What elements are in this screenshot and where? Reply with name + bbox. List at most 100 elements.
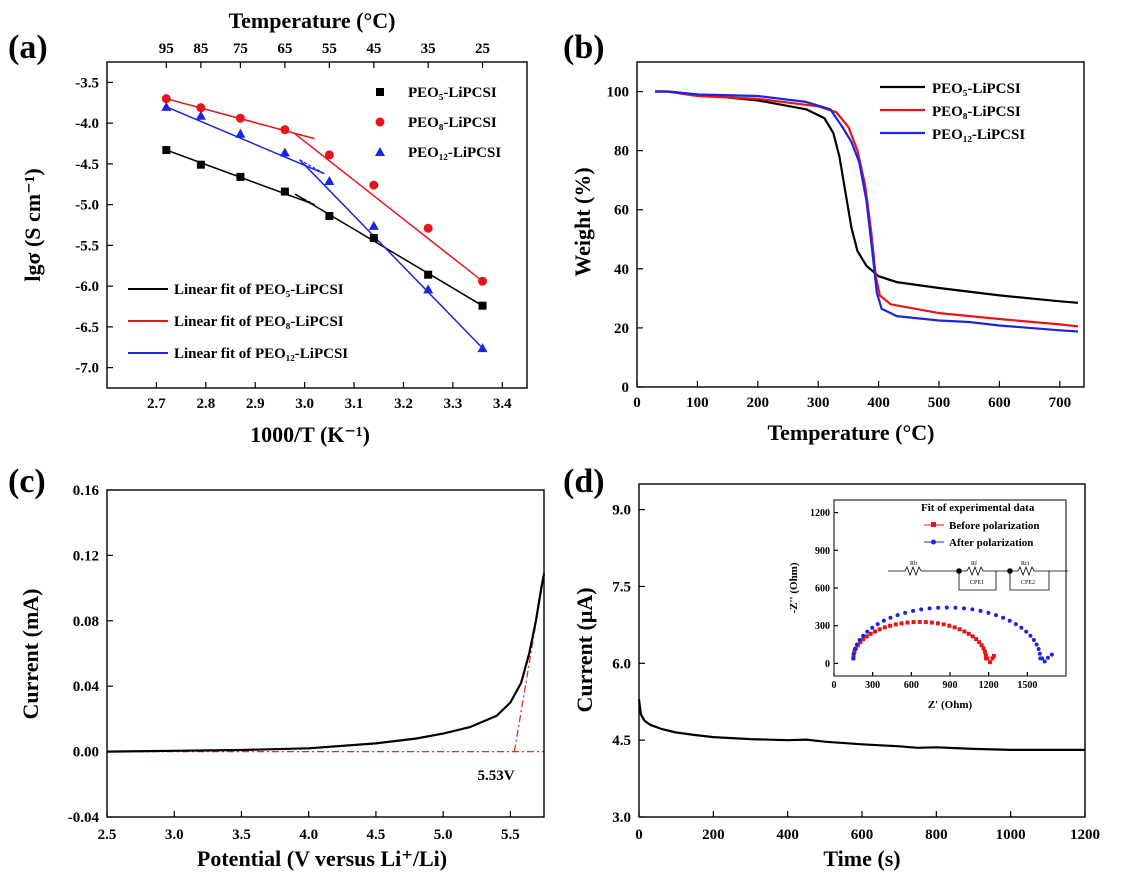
top-tick-label-95: 95 — [159, 41, 174, 57]
inset-y-axis-title: -Z'' (Ohm) — [788, 562, 800, 613]
inset-point-s0-25 — [962, 629, 967, 634]
inset-point-s0-21 — [941, 622, 946, 627]
inset-legend-label-before: Before polarization — [949, 520, 1040, 532]
panel-d: (d) 0 200 400 600 800 1000 1200 3.0 4.5 6.0 7.5 9.… — [563, 463, 1100, 871]
inset-point-s1-8 — [875, 622, 880, 627]
legend-a-marker-peo5 — [376, 88, 384, 96]
point-s1-0 — [161, 94, 171, 104]
tga-line-2 — [655, 90, 1079, 333]
inset-legend-label-after: After polarization — [949, 537, 1033, 549]
inset-x-tick-label-1500: 1500 — [1017, 680, 1037, 691]
inset-tail-s0-0 — [985, 656, 990, 661]
y-tick-label-60: 60 — [614, 203, 629, 219]
inset-point-s1-16 — [936, 605, 941, 610]
y-tick-label--4.5: -4.5 — [75, 157, 99, 173]
top-tick-label-75: 75 — [233, 41, 248, 57]
point-s2-5 — [368, 220, 379, 230]
circuit-resistor-rct — [1017, 565, 1035, 577]
inset-y-tick-label-900: 900 — [815, 546, 830, 557]
x-tick-label-600: 600 — [851, 827, 874, 843]
inset-point-s0-29 — [977, 640, 982, 645]
point-s1-1 — [196, 103, 206, 113]
inset-point-s1-11 — [895, 613, 900, 618]
inset-point-s0-14 — [899, 621, 904, 626]
y-tick-label-40: 40 — [614, 262, 629, 278]
inset-point-s0-16 — [911, 620, 916, 625]
inset-point-s1-14 — [919, 607, 924, 612]
circuit-cpe1-branch — [958, 571, 997, 591]
inset-tail-s0-3 — [991, 653, 996, 658]
inset-plot-frame — [833, 499, 1067, 677]
y-tick-label--5.5: -5.5 — [75, 238, 99, 254]
y-tick-label-0.04: 0.04 — [73, 679, 100, 695]
x-tick-label-4.5: 4.5 — [367, 827, 386, 843]
x-tick-label-2.5: 2.5 — [98, 827, 117, 843]
panel-a-legend: PEO₅-LiPCSI PEO₈-LiPCSI PEO₁₂-LiPCSI — [375, 85, 501, 161]
inset-point-s1-25 — [1007, 618, 1012, 623]
panel-c-y-ticks: -0.04 0.00 0.04 0.08 0.12 0.16 — [68, 483, 113, 826]
inset-point-s0-6 — [861, 637, 866, 642]
legend-b-label-peo12: PEO₁₂-LiPCSI — [932, 127, 1025, 143]
panel-label-c: (c) — [8, 463, 46, 500]
circuit-cpe2-branch — [1009, 571, 1050, 591]
point-s2-6 — [423, 284, 434, 294]
top-tick-label-85: 85 — [193, 41, 208, 57]
inset-point-s1-31 — [1034, 642, 1039, 647]
panel-a-y-axis-title: lgσ (S cm⁻¹) — [20, 168, 45, 281]
top-tick-label-25: 25 — [475, 41, 490, 57]
inset-point-s1-32 — [1036, 647, 1041, 652]
inset-point-s1-2 — [852, 647, 857, 652]
x-tick-label-3.0: 3.0 — [295, 396, 314, 412]
x-tick-label-3.1: 3.1 — [345, 396, 364, 412]
inset-point-s0-24 — [957, 627, 962, 632]
point-s1-4 — [324, 150, 334, 160]
y-tick-label--6.5: -6.5 — [75, 320, 99, 336]
inset-point-s0-26 — [966, 631, 971, 636]
point-s1-7 — [478, 276, 488, 286]
inset-point-s0-5 — [858, 640, 863, 645]
point-s2-4 — [324, 175, 335, 185]
inset-point-s1-15 — [927, 606, 932, 611]
inset-point-s1-28 — [1024, 629, 1029, 634]
y-tick-label--7.0: -7.0 — [75, 361, 99, 377]
panel-a-fit-legend: Linear fit of PEO₅-LiPCSI Linear fit of … — [128, 282, 348, 362]
y-tick-label--0.04: -0.04 — [68, 810, 100, 826]
y-tick-label-0.00: 0.00 — [73, 745, 99, 761]
inset-point-s0-2 — [852, 649, 857, 654]
point-s0-6 — [424, 270, 433, 279]
inset-point-s1-7 — [870, 625, 875, 630]
panel-a: (a) Temperature (°C) 95 85 75 65 55 45 35 25 2.… — [8, 8, 528, 447]
circuit-gap-rf — [967, 567, 983, 575]
point-s1-2 — [235, 113, 245, 123]
inset-x-tick-label-900: 900 — [943, 680, 958, 691]
inset-x-tick-label-0: 0 — [832, 680, 837, 691]
inset-point-s0-30 — [979, 643, 984, 648]
panel-c-series-lines — [106, 573, 546, 753]
panel-b-series-lines — [655, 90, 1079, 333]
inset-point-s1-33 — [1037, 651, 1042, 656]
point-s1-3 — [280, 125, 290, 135]
x-tick-label-3.0: 3.0 — [165, 827, 184, 843]
panel-c-onset-annotation: 5.53V — [477, 768, 514, 784]
x-tick-label-1200: 1200 — [1070, 827, 1100, 843]
y-tick-label-20: 20 — [614, 321, 629, 337]
panel-b-x-axis-title: Temperature (°C) — [767, 420, 934, 445]
inset-point-s0-18 — [923, 620, 928, 625]
y-tick-label--4.0: -4.0 — [75, 116, 99, 132]
panel-d-y-axis-title: Current (μA) — [572, 587, 597, 712]
inset-point-s1-1 — [851, 651, 856, 656]
fit-line-high-1 — [294, 133, 483, 282]
legend-a-marker-peo12 — [375, 147, 385, 156]
panel-label-b: (b) — [563, 29, 605, 66]
y-tick-label-0.16: 0.16 — [73, 483, 100, 499]
fit-legend-label-peo5: Linear fit of PEO₅-LiPCSI — [174, 282, 344, 298]
top-tick-label-65: 65 — [277, 41, 292, 57]
inset-point-s0-13 — [893, 622, 898, 627]
inset-point-s1-29 — [1028, 633, 1033, 638]
panel-d-x-ticks: 0 200 400 600 800 1000 1200 — [635, 811, 1100, 843]
fit-line-break-1 — [294, 133, 315, 140]
y-tick-label-0.12: 0.12 — [73, 548, 99, 564]
top-tick-label-35: 35 — [421, 41, 436, 57]
inset-point-s0-28 — [974, 637, 979, 642]
